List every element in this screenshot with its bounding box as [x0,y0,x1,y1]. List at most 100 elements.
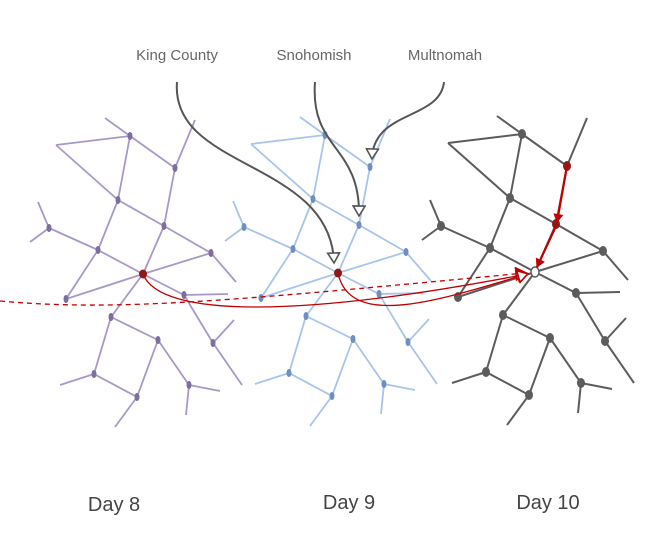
network-node [46,224,52,232]
network-edge [305,272,339,317]
network-edge [337,224,360,274]
network-edge [331,338,354,397]
network-node [258,294,264,302]
network-edge [55,144,119,201]
network-node [310,195,316,203]
network-edge [114,396,138,428]
network-edge [288,372,333,397]
network-edge [243,226,294,250]
network-edge [55,135,131,146]
network-edge [93,316,112,375]
network-node [108,313,114,321]
network-node [482,367,490,377]
network-edge [502,271,536,316]
network-node [367,163,373,171]
network-edge [312,134,326,200]
network-edge [59,373,95,386]
network-edge [104,117,131,137]
network-edge [65,273,144,300]
network-node [329,392,335,400]
network-node [381,380,387,388]
network-edge [250,134,326,145]
network-node [506,193,514,203]
flow-arrows [0,165,569,308]
network-edge [324,134,371,168]
network-edge [534,250,604,273]
network-node [172,164,178,172]
network-edge [358,224,407,253]
network-edge [407,341,438,385]
network-edge [489,247,536,273]
network-node [350,335,356,343]
snohomish-pointer [313,81,359,215]
network-edge [157,339,190,386]
network-edge [188,384,221,392]
network-edge [136,339,159,398]
network-node [161,222,167,230]
network-edge [174,119,196,169]
network-node [525,390,533,400]
network-node [499,310,507,320]
network-node [601,336,609,346]
network-edge [506,394,530,426]
network-edge [260,248,294,299]
network-node [95,246,101,254]
network-edge [232,200,245,228]
network-edge [117,135,131,201]
network-edge [502,314,551,339]
network-edge [580,382,613,390]
network-node [286,369,292,377]
network-node [127,132,133,140]
network-edge [183,294,214,344]
label-day-10: Day 10 [516,492,579,514]
network-node [210,339,216,347]
network-edge [142,273,185,296]
network-node [546,333,554,343]
network-node [577,378,585,388]
network-edge [117,199,165,227]
incoming-dashed-flow [0,273,525,306]
king-county-pointer [175,81,334,262]
network-edge [485,314,504,373]
network-edge [383,383,416,391]
label-king-county: King County [136,47,218,64]
network-edge [380,383,385,415]
network-edge [485,371,530,396]
network-edge [575,292,606,342]
network-edge [65,249,99,300]
network-edge [405,251,432,282]
network-node [290,245,296,253]
network-edge [292,248,339,274]
network-node [241,223,247,231]
network-edge [407,318,430,343]
network-edge [305,315,354,340]
network-edge [440,225,491,249]
network-edge [457,247,491,298]
network-node [572,288,580,298]
network-node [518,129,526,139]
network-edge [369,118,391,168]
network-edge [352,338,385,385]
network-edge [129,135,176,169]
network-edge [97,249,144,275]
network-node [303,312,309,320]
network-node [155,336,161,344]
network-edge [312,198,360,226]
network-edge [358,166,371,226]
network-edge [48,227,99,251]
network-node [486,243,494,253]
network-edge [97,199,119,251]
network-edge [185,384,190,416]
network-edge [496,115,523,135]
network-edge [93,373,138,398]
network-edge [212,319,235,344]
network-edge [337,251,407,274]
network-edge [602,250,629,281]
flow-within-day10-2 [535,225,557,268]
network-node [208,249,214,257]
network-node [134,393,140,401]
network-node [437,221,445,231]
network-day-9 [224,116,438,427]
network-edge [163,225,212,254]
